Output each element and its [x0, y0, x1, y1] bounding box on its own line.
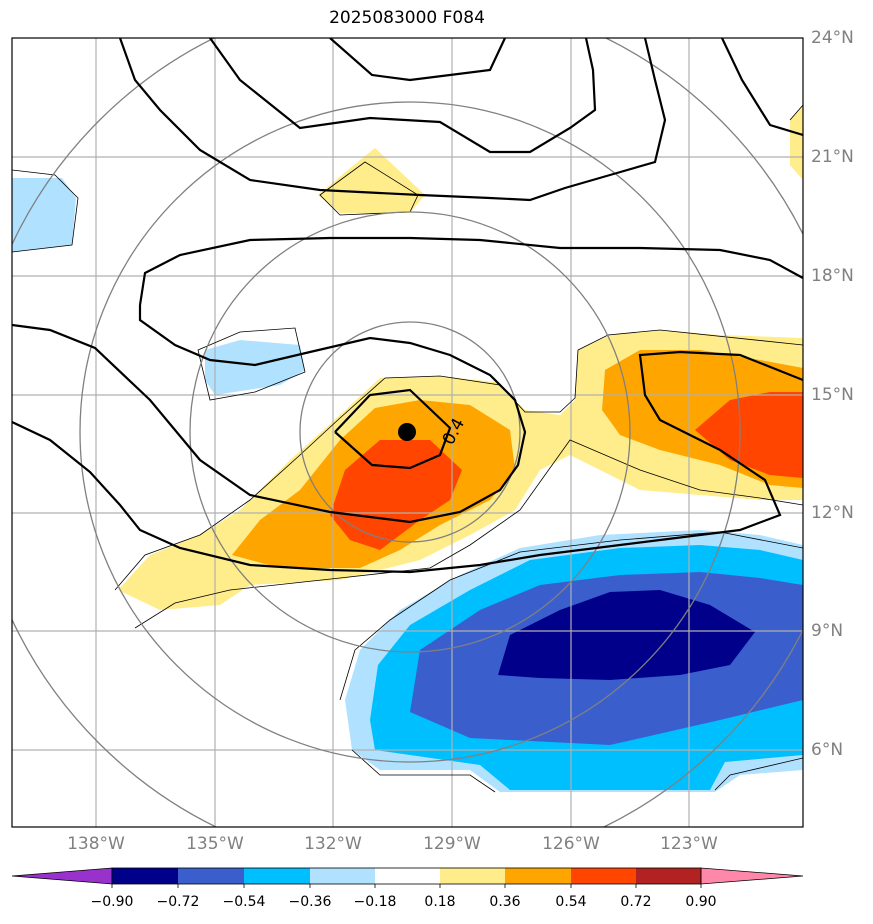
colorbar-bin — [505, 868, 571, 884]
lat-label: 24°N — [811, 28, 854, 48]
lat-label: 9°N — [811, 621, 844, 641]
pos-shade-north — [318, 148, 425, 213]
colorbar-extend-high — [700, 867, 804, 885]
colorbar-tick-label: −0.36 — [288, 894, 332, 910]
map-title: 2025083000 F084 — [329, 8, 485, 28]
colorbar-extend-low — [11, 867, 113, 885]
lon-label: 126°W — [542, 834, 600, 854]
lat-label: 12°N — [811, 503, 854, 523]
colorbar-tick-label: 0.36 — [489, 894, 521, 910]
colorbar-bin — [178, 868, 244, 884]
colorbar-bin — [375, 868, 440, 884]
neg-shade-west — [12, 178, 76, 252]
colorbar-bin — [571, 868, 636, 884]
pos-shade-strong-east — [695, 392, 803, 478]
lon-label: 135°W — [186, 834, 244, 854]
storm-center-marker — [398, 423, 416, 441]
neg-shade-max — [498, 590, 755, 680]
colorbar-bin — [440, 868, 505, 884]
colorbar-tick-label: 0.54 — [555, 894, 587, 910]
lat-label: 18°N — [811, 266, 854, 286]
colorbar-tick-label: −0.72 — [156, 894, 200, 910]
lat-label: 6°N — [811, 740, 844, 760]
lon-label: 123°W — [660, 834, 718, 854]
lat-label: 15°N — [811, 385, 854, 405]
map-plot-area — [12, 38, 803, 827]
lon-label: 132°W — [304, 834, 362, 854]
colorbar-bin — [244, 868, 310, 884]
colorbar-bin — [310, 868, 375, 884]
distance-rings — [12, 38, 803, 827]
lon-label: 129°W — [423, 834, 481, 854]
colorbar-tick-label: −0.18 — [353, 894, 397, 910]
colorbar-tick-label: 0.90 — [685, 894, 717, 910]
colorbar-tick-label: 0.18 — [424, 894, 456, 910]
colorbar-tick-label: 0.72 — [620, 894, 652, 910]
thick-contours — [12, 38, 803, 574]
lon-label: 138°W — [67, 834, 125, 854]
colorbar-bin — [112, 868, 178, 884]
colorbar-tick-label: −0.54 — [222, 894, 266, 910]
pos-shade-northeast — [790, 105, 803, 180]
colorbar-bin — [636, 868, 701, 884]
anomaly-shading — [12, 105, 803, 792]
pos-shade-strong — [330, 440, 462, 550]
graticule — [12, 38, 803, 827]
colorbar — [11, 867, 804, 888]
lat-label: 21°N — [811, 147, 854, 167]
neg-shade-small — [205, 340, 305, 395]
colorbar-tick-label: −0.90 — [90, 894, 134, 910]
map-frame — [11, 37, 804, 828]
thin-contours — [12, 104, 803, 793]
